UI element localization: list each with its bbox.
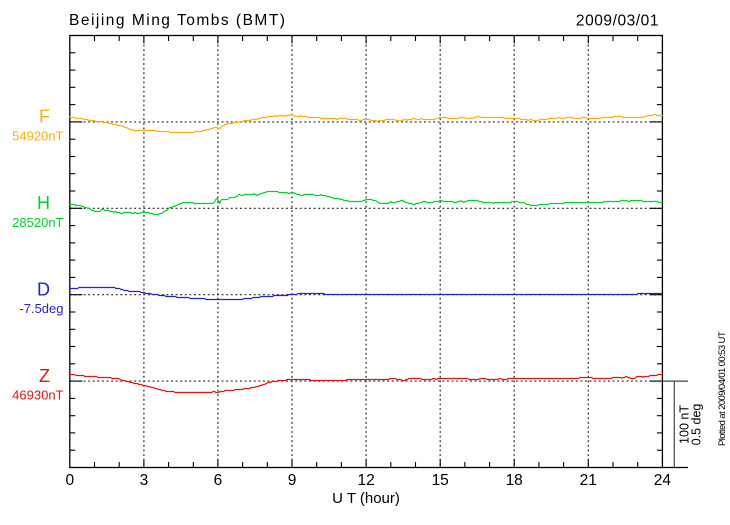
- svg-text:54920nT: 54920nT: [12, 128, 63, 143]
- svg-text:21: 21: [580, 472, 597, 489]
- svg-text:28520nT: 28520nT: [12, 215, 63, 230]
- svg-text:100 nT: 100 nT: [678, 405, 692, 444]
- svg-text:3: 3: [140, 472, 149, 489]
- svg-text:9: 9: [288, 472, 297, 489]
- svg-text:0: 0: [65, 472, 74, 489]
- svg-text:6: 6: [214, 472, 223, 489]
- svg-text:15: 15: [432, 472, 449, 489]
- svg-text:D: D: [37, 279, 50, 299]
- svg-text:24: 24: [654, 472, 672, 489]
- svg-text:12: 12: [357, 472, 374, 489]
- svg-text:0.5 deg: 0.5 deg: [690, 404, 704, 446]
- svg-text:F: F: [39, 107, 50, 127]
- svg-text:Beijing Ming Tombs (BMT): Beijing Ming Tombs (BMT): [69, 12, 286, 29]
- svg-text:18: 18: [506, 472, 523, 489]
- svg-text:-7.5deg: -7.5deg: [19, 301, 63, 316]
- svg-text:46930nT: 46930nT: [12, 388, 63, 403]
- svg-text:Plotted at 2009/04/01 00:53 UT: Plotted at 2009/04/01 00:53 UT: [717, 331, 728, 446]
- svg-text:2009/03/01: 2009/03/01: [576, 13, 659, 30]
- svg-text:Z: Z: [39, 366, 50, 386]
- svg-text:U T (hour): U T (hour): [332, 490, 400, 507]
- svg-text:H: H: [37, 193, 50, 213]
